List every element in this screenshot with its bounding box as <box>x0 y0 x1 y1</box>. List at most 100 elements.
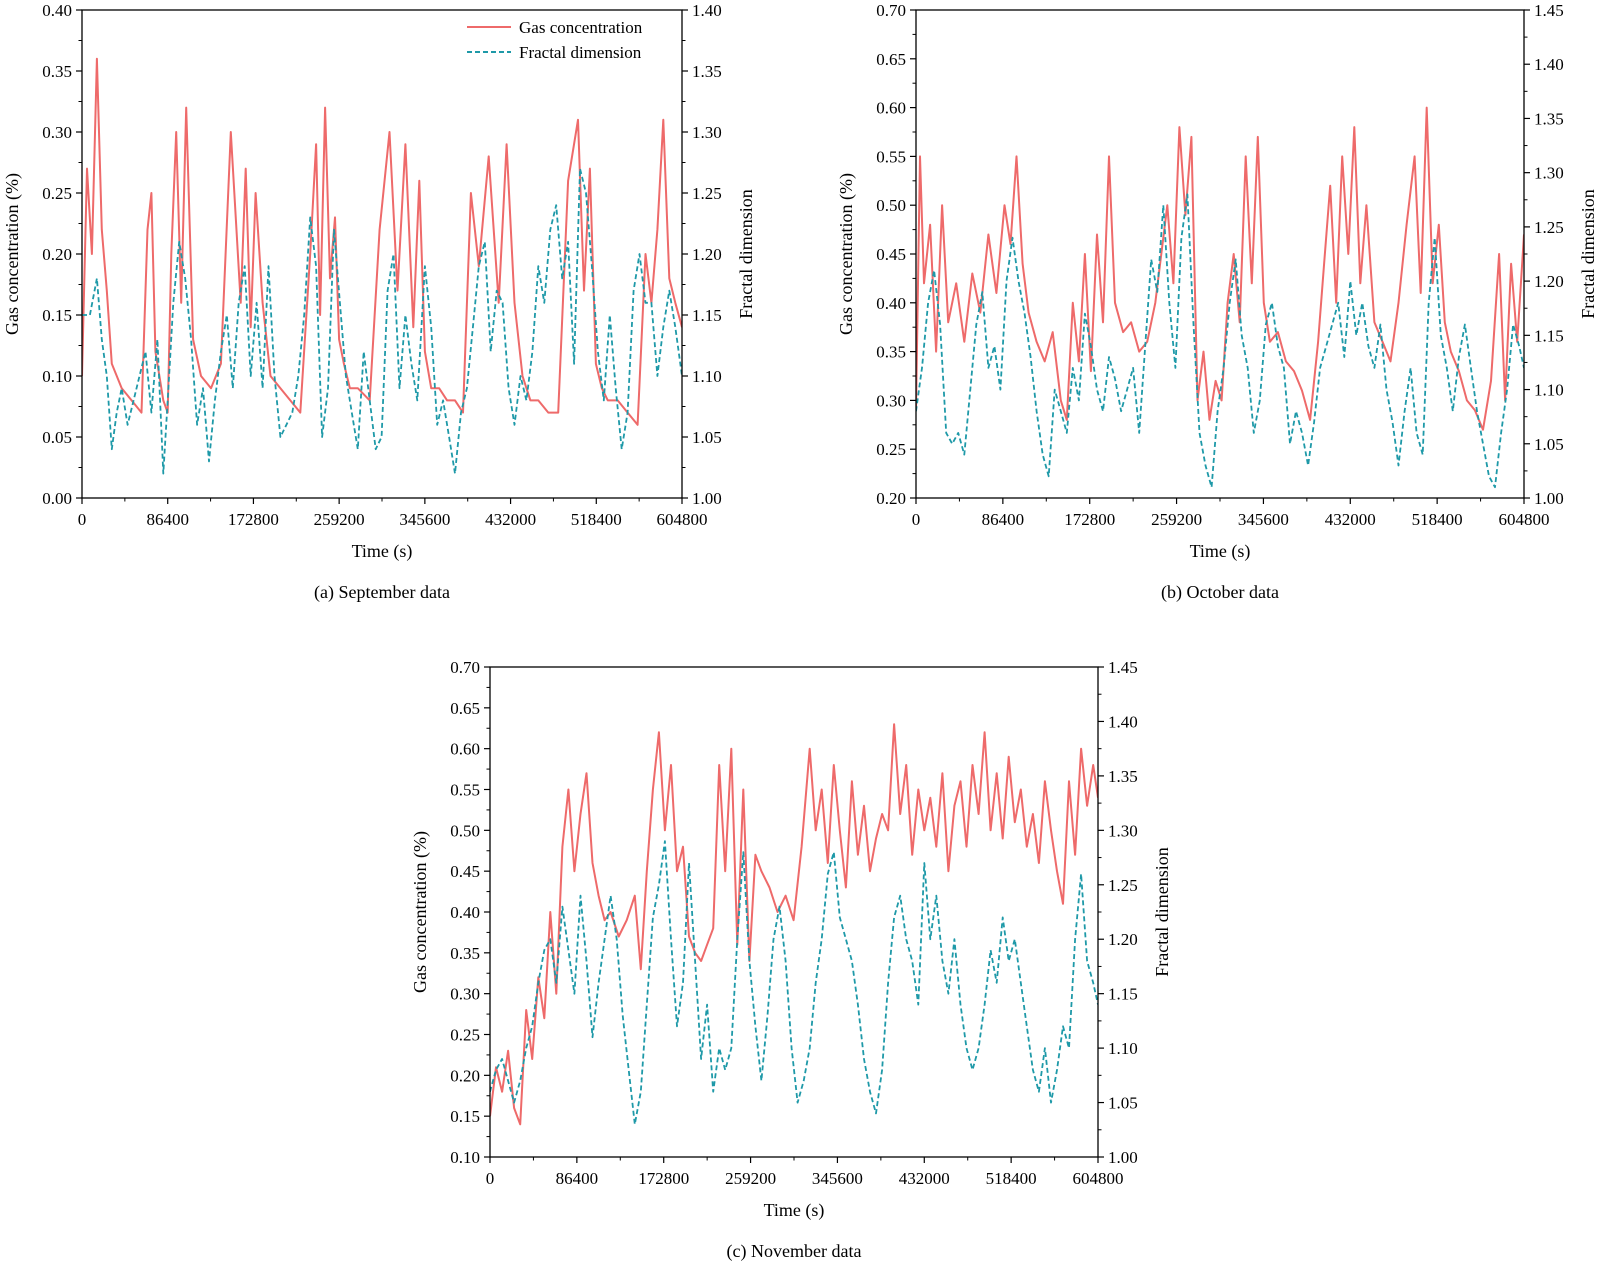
y-tick-label-sep: 0.00 <box>42 489 72 508</box>
y2-tick-label-nov: 1.35 <box>1108 767 1138 786</box>
y2-tick-label-sep: 1.20 <box>692 245 722 264</box>
y2-tick-label-sep: 1.10 <box>692 367 722 386</box>
y2-axis-title-sep: Fractal dimension <box>736 189 756 318</box>
y-axis-title-sep: Gas concentration (%) <box>2 173 23 335</box>
y2-tick-label-nov: 1.40 <box>1108 712 1138 731</box>
y-tick-label-sep: 0.30 <box>42 123 72 142</box>
y2-tick-label-oct: 1.00 <box>1534 489 1564 508</box>
x-tick-label-oct: 345600 <box>1238 510 1289 529</box>
y-tick-label-sep: 0.35 <box>42 62 72 81</box>
caption-oct: (b) October data <box>1161 582 1279 603</box>
y2-tick-label-oct: 1.20 <box>1534 272 1564 291</box>
x-tick-label-sep: 432000 <box>485 510 536 529</box>
x-tick-label-sep: 86400 <box>146 510 189 529</box>
y2-tick-label-sep: 1.35 <box>692 62 722 81</box>
x-axis-title-nov: Time (s) <box>764 1200 825 1221</box>
y-tick-label-sep: 0.10 <box>42 367 72 386</box>
y-tick-label-oct: 0.35 <box>876 343 906 362</box>
x-tick-label-sep: 345600 <box>399 510 450 529</box>
y2-axis-title-oct: Fractal dimension <box>1578 189 1598 318</box>
y-tick-label-sep: 0.25 <box>42 184 72 203</box>
plot-frame-oct <box>915 9 1525 499</box>
x-tick-label-oct: 604800 <box>1499 510 1550 529</box>
y-tick-label-nov: 0.45 <box>450 862 480 881</box>
y2-tick-label-oct: 1.25 <box>1534 218 1564 237</box>
legend-sep: Gas concentration Fractal dimension <box>467 18 643 62</box>
x-tick-label-nov: 518400 <box>986 1169 1037 1188</box>
y2-tick-label-oct: 1.35 <box>1534 109 1564 128</box>
y-tick-label-oct: 0.65 <box>876 50 906 69</box>
x-tick-label-nov: 172800 <box>638 1169 689 1188</box>
x-tick-label-oct: 518400 <box>1412 510 1463 529</box>
y-tick-label-nov: 0.35 <box>450 944 480 963</box>
y2-tick-label-sep: 1.05 <box>692 428 722 447</box>
x-tick-label-sep: 518400 <box>571 510 622 529</box>
x-tick-label-oct: 259200 <box>1151 510 1202 529</box>
fractal-dimension-line-nov <box>490 840 1098 1126</box>
y-axis-title-oct: Gas concentration (%) <box>836 173 857 335</box>
gas-concentration-line-oct <box>916 106 1524 431</box>
x-tick-label-oct: 432000 <box>1325 510 1376 529</box>
x-axis-title-oct: Time (s) <box>1190 541 1251 562</box>
y2-tick-label-nov: 1.10 <box>1108 1039 1138 1058</box>
y-tick-label-nov: 0.20 <box>450 1066 480 1085</box>
y2-tick-label-nov: 1.20 <box>1108 930 1138 949</box>
y-tick-label-nov: 0.55 <box>450 781 480 800</box>
y2-tick-label-nov: 1.30 <box>1108 821 1138 840</box>
y-tick-label-nov: 0.25 <box>450 1026 480 1045</box>
y2-tick-label-sep: 1.00 <box>692 489 722 508</box>
x-tick-label-sep: 259200 <box>314 510 365 529</box>
y-tick-label-oct: 0.25 <box>876 440 906 459</box>
y-tick-label-oct: 0.50 <box>876 196 906 215</box>
y2-tick-label-nov: 1.00 <box>1108 1148 1138 1167</box>
y2-tick-label-sep: 1.40 <box>692 1 722 20</box>
y2-tick-label-oct: 1.30 <box>1534 164 1564 183</box>
fractal-dimension-line-sep <box>82 167 682 475</box>
y-axis-title-nov: Gas concentration (%) <box>410 831 431 993</box>
y2-tick-label-sep: 1.30 <box>692 123 722 142</box>
y-tick-label-oct: 0.55 <box>876 147 906 166</box>
x-tick-label-oct: 0 <box>912 510 921 529</box>
y2-tick-label-oct: 1.40 <box>1534 55 1564 74</box>
caption-nov: (c) November data <box>727 1241 862 1262</box>
gas-concentration-line-nov <box>490 723 1098 1126</box>
y-tick-label-sep: 0.15 <box>42 306 72 325</box>
y-tick-label-sep: 0.20 <box>42 245 72 264</box>
x-axis-title-sep: Time (s) <box>352 541 413 562</box>
fractal-dimension-line-oct <box>916 193 1524 489</box>
y-tick-label-oct: 0.60 <box>876 99 906 118</box>
y-tick-label-oct: 0.45 <box>876 245 906 264</box>
y2-tick-label-oct: 1.05 <box>1534 435 1564 454</box>
y2-tick-label-nov: 1.45 <box>1108 658 1138 677</box>
y2-tick-label-sep: 1.25 <box>692 184 722 203</box>
y-tick-label-nov: 0.40 <box>450 903 480 922</box>
x-tick-label-sep: 0 <box>78 510 87 529</box>
x-tick-label-nov: 432000 <box>899 1169 950 1188</box>
legend-label-gas-sep: Gas concentration <box>519 18 643 37</box>
x-tick-label-sep: 172800 <box>228 510 279 529</box>
y-tick-label-nov: 0.60 <box>450 740 480 759</box>
x-tick-label-nov: 86400 <box>556 1169 599 1188</box>
y-tick-label-oct: 0.40 <box>876 294 906 313</box>
y-tick-label-sep: 0.05 <box>42 428 72 447</box>
y2-tick-label-sep: 1.15 <box>692 306 722 325</box>
y2-tick-label-oct: 1.10 <box>1534 381 1564 400</box>
y-tick-label-nov: 0.10 <box>450 1148 480 1167</box>
x-tick-label-nov: 345600 <box>812 1169 863 1188</box>
y-tick-label-nov: 0.50 <box>450 821 480 840</box>
chart-oct: 0 86400 172800 259200 345600 432000 518400 6048… <box>836 1 1598 603</box>
chart-nov: 0 86400 172800 259200 345600 432000 518400 6048… <box>410 658 1172 1262</box>
y2-tick-label-oct: 1.15 <box>1534 326 1564 345</box>
y2-tick-label-nov: 1.15 <box>1108 985 1138 1004</box>
y2-tick-label-nov: 1.05 <box>1108 1094 1138 1113</box>
y2-axis-title-nov: Fractal dimension <box>1152 847 1172 976</box>
x-tick-label-sep: 604800 <box>657 510 708 529</box>
chart-sep: 0 86400 172800 259200 345600 432000 518400 6048… <box>2 1 756 603</box>
gas-concentration-line-sep <box>82 57 682 426</box>
y2-tick-label-oct: 1.45 <box>1534 1 1564 20</box>
x-tick-label-oct: 172800 <box>1064 510 1115 529</box>
y-tick-label-nov: 0.15 <box>450 1107 480 1126</box>
y-tick-label-nov: 0.65 <box>450 699 480 718</box>
x-tick-label-oct: 86400 <box>982 510 1025 529</box>
